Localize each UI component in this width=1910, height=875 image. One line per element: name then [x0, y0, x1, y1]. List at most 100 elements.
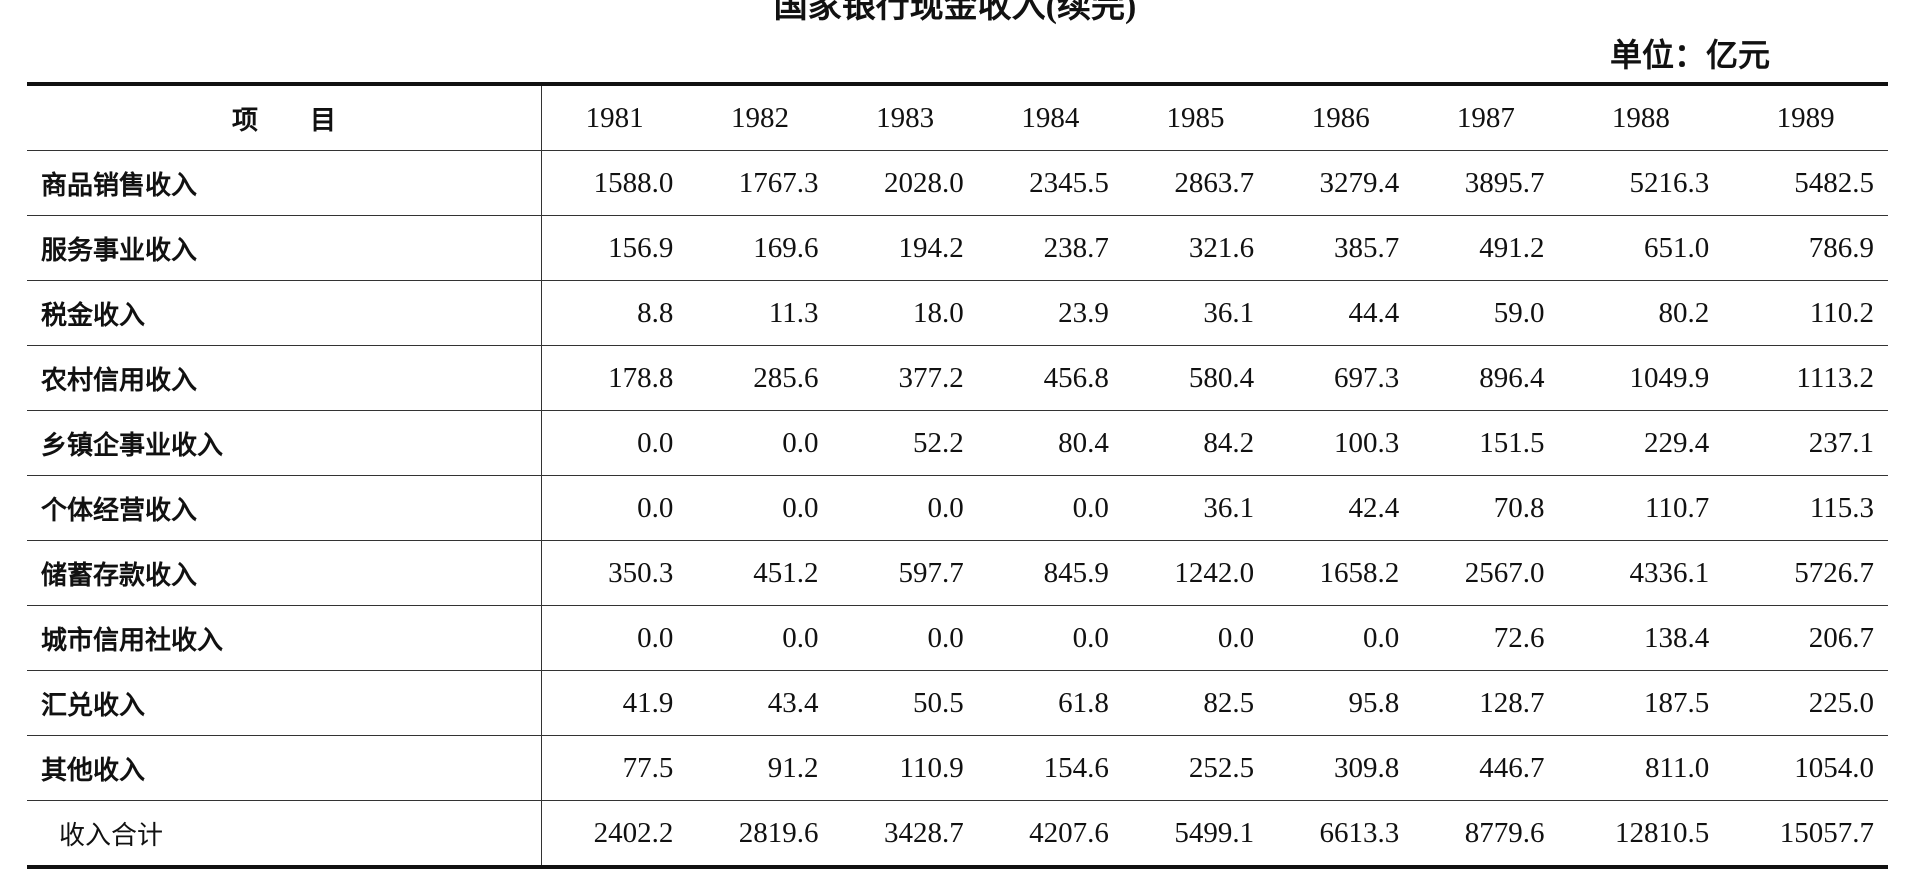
cell: 385.7	[1268, 215, 1414, 281]
table-row: 汇兑收入 41.9 43.4 50.5 61.8 82.5 95.8 128.7 187.5 22…	[27, 670, 1888, 736]
cell: 80.4	[977, 410, 1123, 476]
cell: 42.4	[1268, 475, 1414, 541]
cell: 187.5	[1558, 670, 1724, 736]
cell: 1242.0	[1122, 540, 1269, 606]
table-row: 其他收入 77.5 91.2 110.9 154.6 252.5 309.8 446.7 811…	[27, 735, 1888, 801]
cell: 845.9	[977, 540, 1123, 606]
table-row: 收入合计 2402.2 2819.6 3428.7 4207.6 5499.1 6613.3…	[27, 800, 1888, 868]
row-label: 服务事业收入	[27, 215, 542, 281]
cell: 151.5	[1413, 410, 1559, 476]
column-header: 1982	[687, 84, 833, 151]
cell: 110.2	[1723, 280, 1888, 346]
row-label: 税金收入	[27, 280, 542, 346]
cell: 786.9	[1723, 215, 1888, 281]
column-header: 1981	[541, 84, 688, 151]
row-label: 商品销售收入	[27, 150, 542, 216]
cell: 2819.6	[687, 800, 833, 868]
cell: 43.4	[687, 670, 833, 736]
cell: 0.0	[541, 410, 688, 476]
cell: 0.0	[832, 605, 978, 671]
cell: 456.8	[977, 345, 1123, 411]
cell: 100.3	[1268, 410, 1414, 476]
table-row: 税金收入 8.8 11.3 18.0 23.9 36.1 44.4 59.0 80.2 110.2	[27, 280, 1888, 346]
cell: 5726.7	[1723, 540, 1888, 606]
cell: 11.3	[687, 280, 833, 346]
cell: 44.4	[1268, 280, 1414, 346]
column-header: 1989	[1723, 84, 1888, 151]
cell: 2567.0	[1413, 540, 1559, 606]
cell: 61.8	[977, 670, 1123, 736]
cell: 285.6	[687, 345, 833, 411]
cell: 72.6	[1413, 605, 1559, 671]
table-row: 乡镇企事业收入 0.0 0.0 52.2 80.4 84.2 100.3 151.5 229.4…	[27, 410, 1888, 476]
cell: 0.0	[541, 475, 688, 541]
cell: 0.0	[687, 605, 833, 671]
cell: 896.4	[1413, 345, 1559, 411]
cell: 82.5	[1122, 670, 1269, 736]
column-header: 1987	[1413, 84, 1559, 151]
cell: 23.9	[977, 280, 1123, 346]
cell: 451.2	[687, 540, 833, 606]
title: 国家银行现金收入(续完)	[773, 0, 1137, 25]
cell: 50.5	[832, 670, 978, 736]
cell: 377.2	[832, 345, 978, 411]
cell: 36.1	[1122, 475, 1269, 541]
cell: 238.7	[977, 215, 1123, 281]
cell: 237.1	[1723, 410, 1888, 476]
cell: 3428.7	[832, 800, 978, 868]
cell: 0.0	[687, 410, 833, 476]
cell: 84.2	[1122, 410, 1269, 476]
cell: 194.2	[832, 215, 978, 281]
table-row: 储蓄存款收入 350.3 451.2 597.7 845.9 1242.0 1658.2 25…	[27, 540, 1888, 606]
unit: 单位：亿元	[1610, 37, 1771, 73]
column-header: 1986	[1268, 84, 1414, 151]
cell: 70.8	[1413, 475, 1559, 541]
cell: 0.0	[541, 605, 688, 671]
cell: 1658.2	[1268, 540, 1414, 606]
cell: 2863.7	[1122, 150, 1269, 216]
table-row: 个体经营收入 0.0 0.0 0.0 0.0 36.1 42.4 70.8 110.7 115.3	[27, 475, 1888, 541]
cell: 580.4	[1122, 345, 1269, 411]
cell: 350.3	[541, 540, 688, 606]
cell: 110.7	[1558, 475, 1724, 541]
cell: 597.7	[832, 540, 978, 606]
cell: 0.0	[977, 605, 1123, 671]
cell: 0.0	[1122, 605, 1269, 671]
cell: 651.0	[1558, 215, 1724, 281]
row-label: 个体经营收入	[27, 475, 542, 541]
cell: 2345.5	[977, 150, 1123, 216]
column-header: 1983	[832, 84, 978, 151]
cell: 5482.5	[1723, 150, 1888, 216]
row-label: 汇兑收入	[27, 670, 542, 736]
row-label: 储蓄存款收入	[27, 540, 542, 606]
cell: 156.9	[541, 215, 688, 281]
cell: 15057.7	[1723, 800, 1888, 868]
cell: 1054.0	[1723, 735, 1888, 801]
cell: 8.8	[541, 280, 688, 346]
cell: 1049.9	[1558, 345, 1724, 411]
column-header: 1984	[977, 84, 1123, 151]
cell: 252.5	[1122, 735, 1269, 801]
cell: 5216.3	[1558, 150, 1724, 216]
cell: 321.6	[1122, 215, 1269, 281]
cell: 8779.6	[1413, 800, 1559, 868]
cell: 138.4	[1558, 605, 1724, 671]
cell: 12810.5	[1558, 800, 1724, 868]
row-label: 城市信用社收入	[27, 605, 542, 671]
cell: 446.7	[1413, 735, 1559, 801]
cell: 229.4	[1558, 410, 1724, 476]
cell: 110.9	[832, 735, 978, 801]
table-row: 服务事业收入 156.9 169.6 194.2 238.7 321.6 385.7 491.…	[27, 215, 1888, 281]
table-row: 城市信用社收入 0.0 0.0 0.0 0.0 0.0 0.0 72.6 138.4 206.7	[27, 605, 1888, 671]
cell: 206.7	[1723, 605, 1888, 671]
cell: 52.2	[832, 410, 978, 476]
column-header: 1988	[1558, 84, 1724, 151]
cell: 0.0	[832, 475, 978, 541]
cell: 0.0	[687, 475, 833, 541]
cell: 309.8	[1268, 735, 1414, 801]
row-label: 其他收入	[27, 735, 542, 801]
cell: 95.8	[1268, 670, 1414, 736]
cell: 0.0	[977, 475, 1123, 541]
cell: 811.0	[1558, 735, 1724, 801]
